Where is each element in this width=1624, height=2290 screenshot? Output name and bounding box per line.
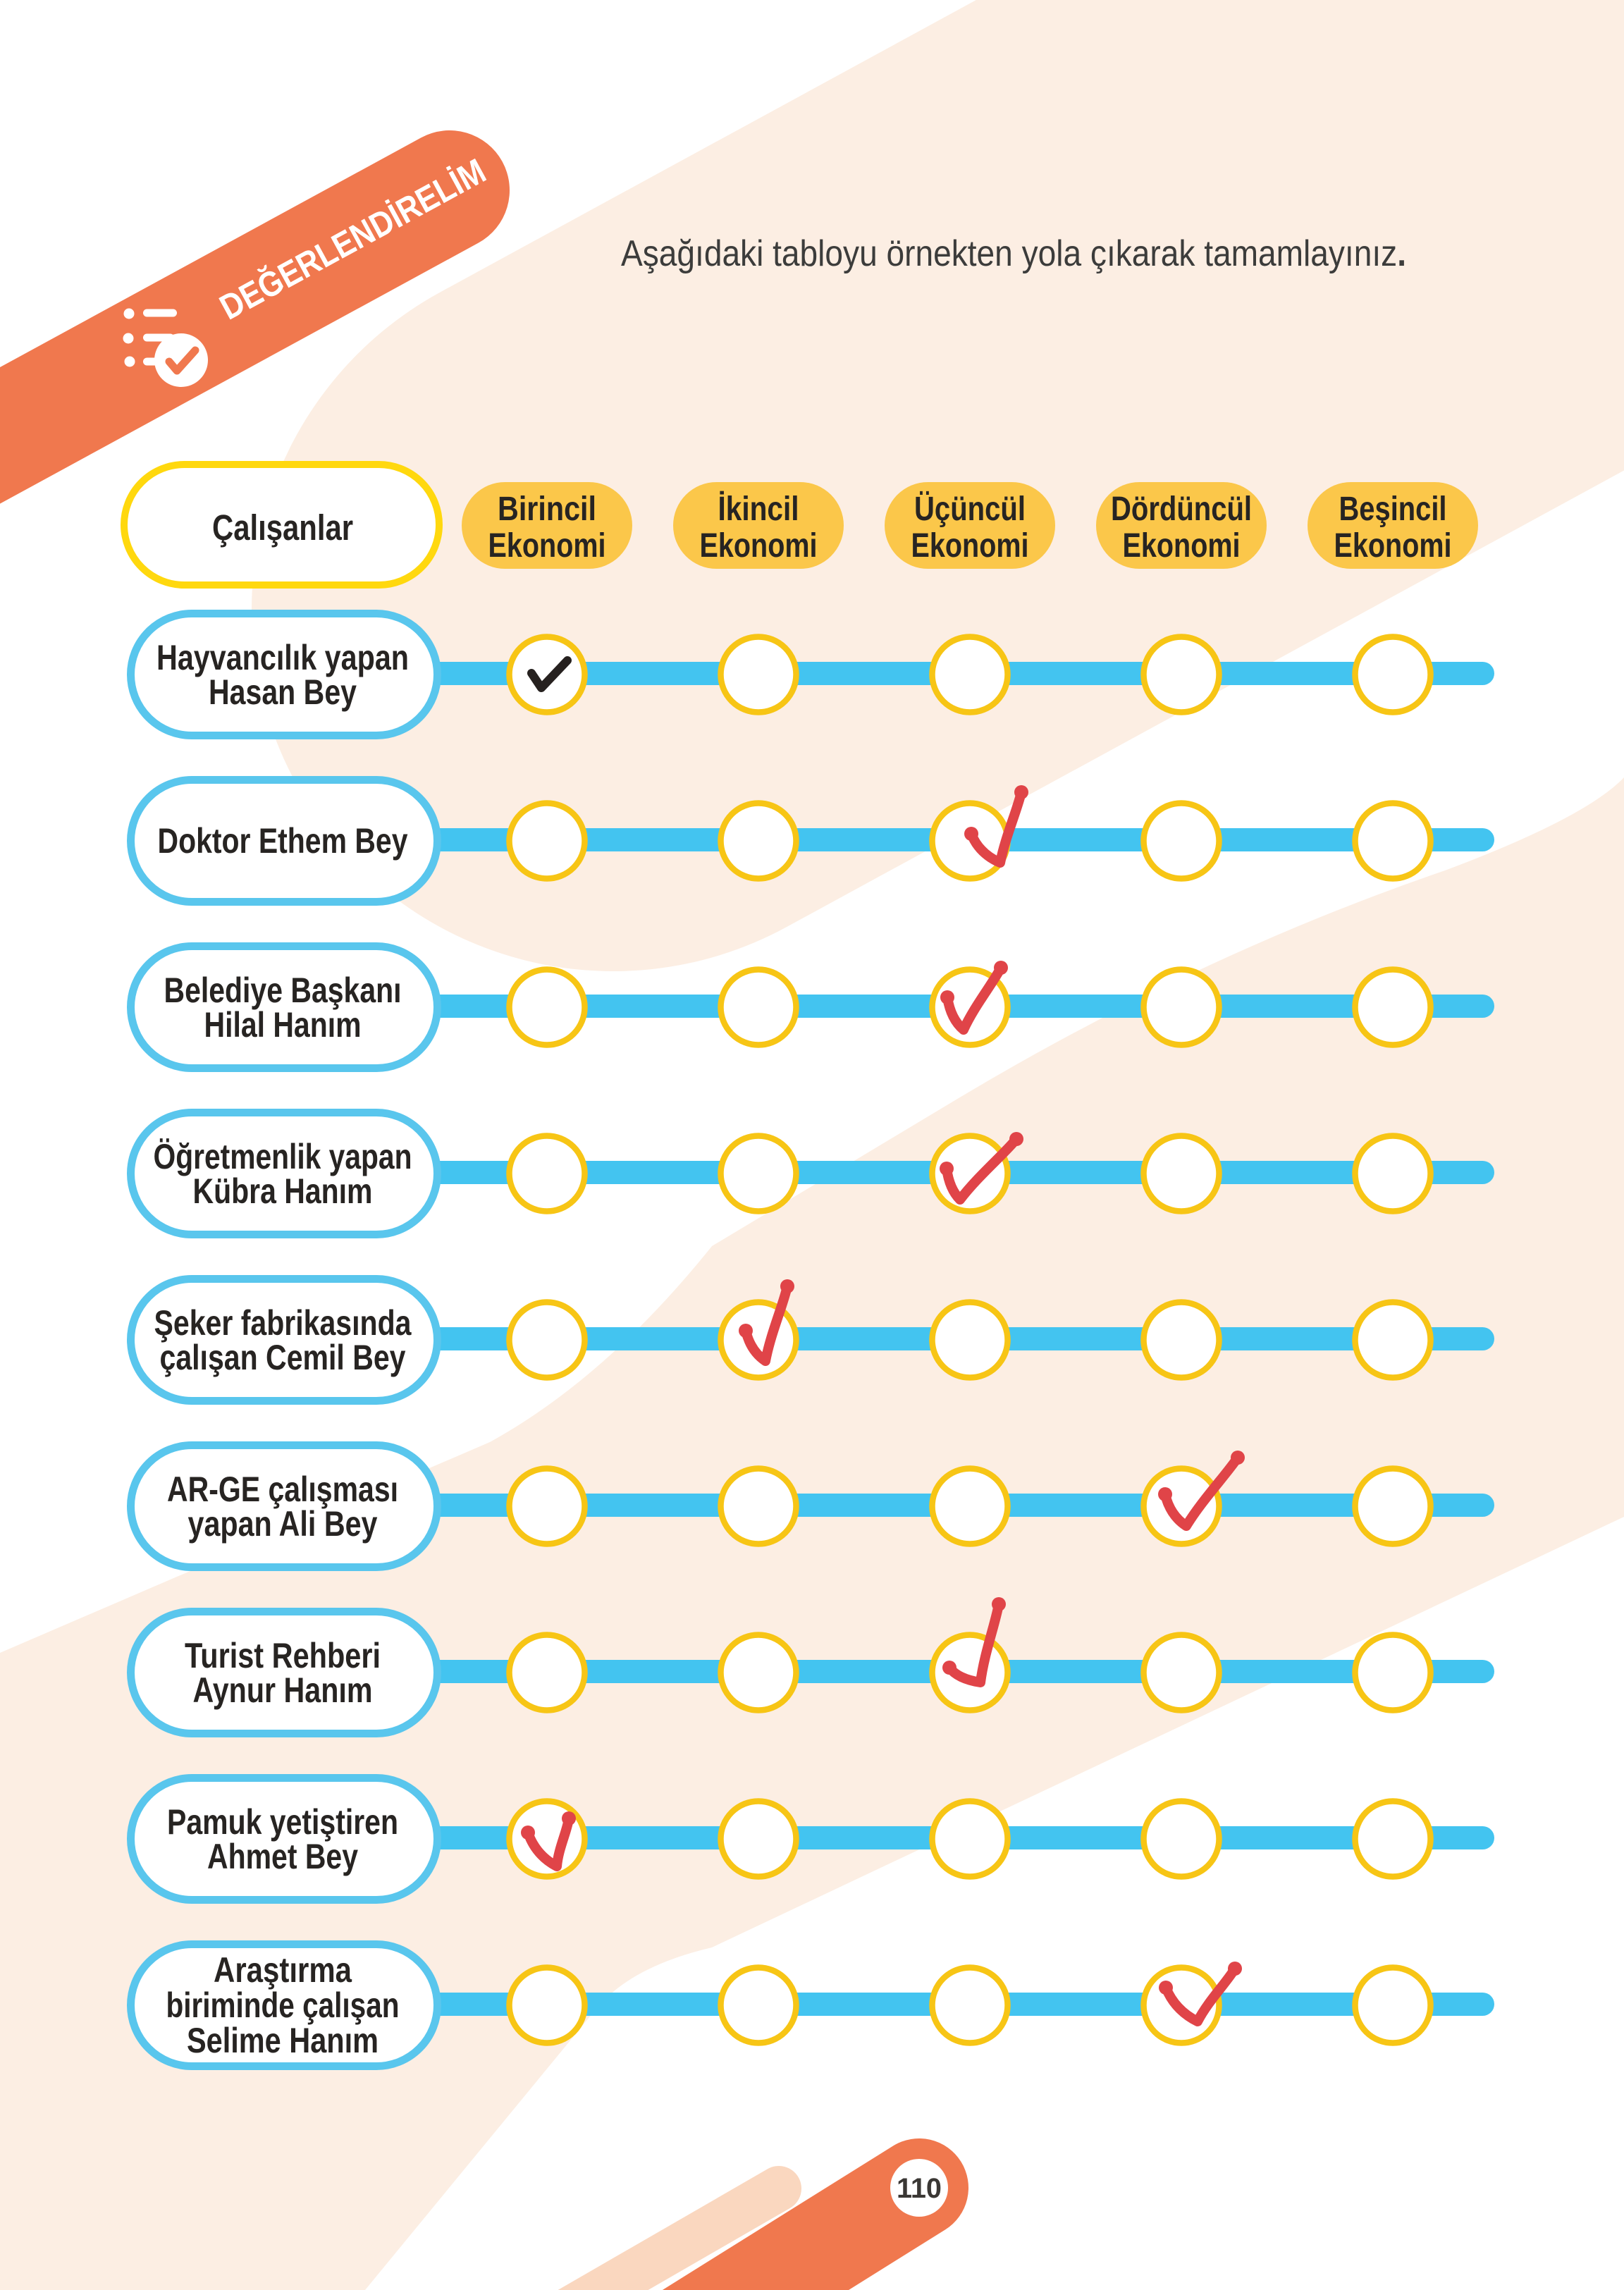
- svg-text:Çalışanlar: Çalışanlar: [212, 507, 353, 548]
- svg-text:Araştırma: Araştırma: [214, 1950, 352, 1990]
- svg-text:Doktor Ethem Bey: Doktor Ethem Bey: [158, 821, 408, 861]
- svg-text:Hilal Hanım: Hilal Hanım: [204, 1005, 362, 1045]
- svg-text:biriminde çalışan: biriminde çalışan: [166, 1986, 400, 2025]
- svg-text:Ekonomi: Ekonomi: [488, 527, 606, 565]
- svg-text:Hasan Bey: Hasan Bey: [209, 672, 357, 712]
- svg-text:Birincil: Birincil: [498, 491, 596, 528]
- svg-text:Üçüncül: Üçüncül: [914, 491, 1026, 528]
- svg-text:Öğretmenlik yapan: Öğretmenlik yapan: [154, 1137, 412, 1176]
- svg-text:Ekonomi: Ekonomi: [700, 527, 818, 565]
- svg-text:Ahmet Bey: Ahmet Bey: [207, 1837, 358, 1876]
- svg-text:110: 110: [897, 2173, 942, 2204]
- svg-text:Belediye Başkanı: Belediye Başkanı: [164, 971, 402, 1010]
- svg-text:Dördüncül: Dördüncül: [1111, 491, 1252, 528]
- svg-text:Turist Rehberi: Turist Rehberi: [185, 1636, 381, 1675]
- svg-text:Selime Hanım: Selime Hanım: [187, 2021, 379, 2060]
- svg-text:Ekonomi: Ekonomi: [1334, 527, 1452, 565]
- svg-text:Ekonomi: Ekonomi: [1123, 527, 1241, 565]
- svg-text:çalışan Cemil Bey: çalışan Cemil Bey: [160, 1338, 406, 1377]
- svg-text:Beşincil: Beşincil: [1339, 491, 1447, 528]
- svg-text:yapan Ali Bey: yapan Ali Bey: [188, 1504, 378, 1544]
- svg-text:Pamuk yetiştiren: Pamuk yetiştiren: [167, 1802, 398, 1842]
- svg-text:AR-GE çalışması: AR-GE çalışması: [167, 1470, 398, 1509]
- svg-text:Aynur Hanım: Aynur Hanım: [193, 1670, 373, 1710]
- svg-text:Şeker fabrikasında: Şeker fabrikasında: [154, 1303, 412, 1343]
- svg-text:Aşağıdaki tabloyu örnekten yol: Aşağıdaki tabloyu örnekten yola çıkarak …: [621, 233, 1406, 274]
- svg-text:Kübra Hanım: Kübra Hanım: [193, 1171, 373, 1211]
- svg-text:Ekonomi: Ekonomi: [911, 527, 1029, 565]
- svg-text:Hayvancılık yapan: Hayvancılık yapan: [156, 638, 409, 677]
- svg-text:İkincil: İkincil: [718, 491, 799, 528]
